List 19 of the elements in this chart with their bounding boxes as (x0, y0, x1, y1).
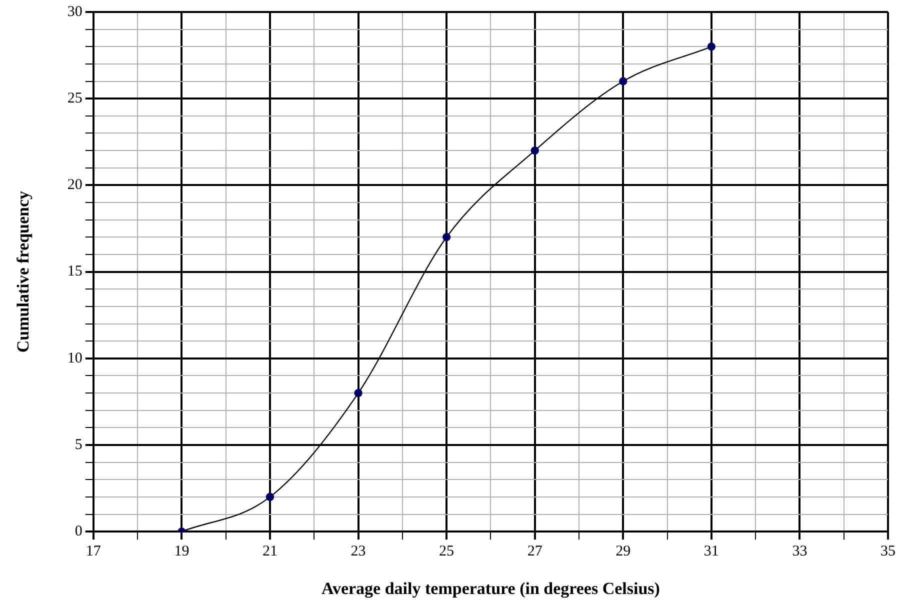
y-tick-label: 10 (67, 350, 82, 366)
x-tick-label: 29 (616, 544, 631, 560)
x-tick-label: 17 (86, 544, 102, 560)
y-axis-title: Cumulative frequency (14, 190, 33, 353)
y-tick-label: 25 (67, 90, 82, 107)
y-tick-label: 0 (74, 524, 82, 540)
x-tick-label: 27 (527, 544, 543, 560)
y-tick-label: 15 (67, 264, 82, 280)
x-tick-label: 23 (350, 544, 366, 560)
y-tick-label: 30 (67, 4, 82, 20)
y-tick-label: 5 (74, 436, 82, 453)
x-tick-label: 35 (880, 544, 896, 560)
x-tick-label: 21 (262, 544, 278, 560)
x-tick-label: 31 (704, 544, 719, 560)
x-tick-label: 33 (792, 544, 808, 560)
y-tick-label: 20 (67, 177, 82, 194)
x-axis-title: Average daily temperature (in degrees Celsius) (321, 579, 660, 598)
x-tick-label: 19 (174, 544, 190, 560)
x-tick-label: 25 (439, 544, 454, 560)
